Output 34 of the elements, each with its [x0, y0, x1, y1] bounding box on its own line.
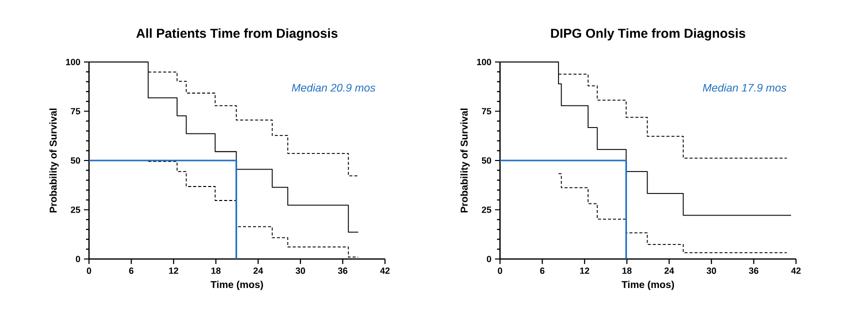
- y-tick-label: 100: [66, 58, 80, 66]
- x-tick-label: 12: [580, 268, 590, 274]
- y-tick-label: 0: [486, 256, 492, 262]
- y-tick-label: 50: [70, 157, 80, 164]
- annotation: Median 17.9 mos: [702, 84, 786, 92]
- x-axis-title: Time (mos): [210, 280, 263, 290]
- x-tick-label: 30: [706, 268, 716, 274]
- y-axis-title: Probability of Survival: [460, 108, 470, 212]
- x-tick-label: 42: [791, 268, 801, 274]
- x-tick-label: 6: [129, 268, 134, 274]
- x-tick-label: 18: [622, 268, 632, 274]
- y-tick-label: 25: [70, 206, 80, 213]
- y-tick-label: 75: [482, 108, 492, 114]
- x-tick-label: 42: [380, 268, 390, 274]
- x-tick-label: 12: [169, 268, 178, 274]
- x-tick-label: 24: [664, 268, 674, 274]
- y-tick-label: 100: [477, 58, 492, 66]
- y-tick-label: 25: [482, 206, 492, 213]
- x-axis-title: Time (mos): [622, 280, 674, 290]
- y-axis-title: Probability of Survival: [49, 108, 59, 212]
- x-tick-label: 0: [498, 268, 502, 274]
- annotation: Median 20.9 mos: [292, 84, 376, 92]
- chart-title: All Patients Time from Diagnosis: [136, 28, 338, 41]
- x-tick-label: 0: [86, 268, 92, 274]
- y-tick-label: 75: [70, 108, 80, 114]
- x-tick-label: 36: [338, 268, 348, 274]
- x-tick-label: 24: [253, 268, 264, 274]
- y-tick-label: 50: [482, 157, 492, 164]
- x-tick-label: 30: [296, 268, 306, 274]
- x-tick-label: 36: [748, 268, 758, 274]
- x-tick-label: 6: [540, 268, 544, 274]
- x-tick-label: 18: [211, 268, 221, 274]
- y-tick-label: 0: [76, 256, 80, 262]
- chart-title: DIPG Only Time from Diagnosis: [551, 28, 746, 41]
